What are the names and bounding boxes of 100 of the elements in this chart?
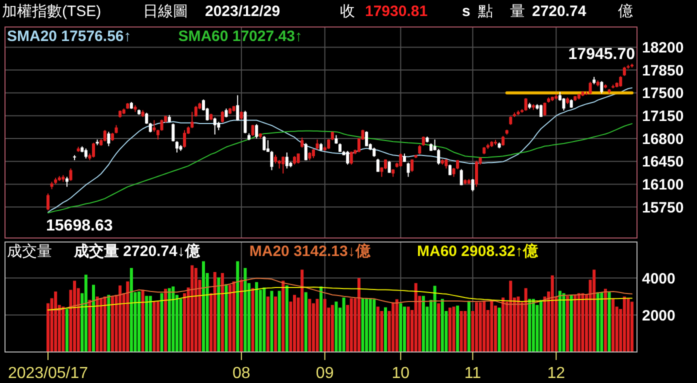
annotation: 17945.70 (568, 46, 636, 63)
bar (236, 261, 240, 352)
text: 2023/12/29 (205, 3, 280, 20)
bar (626, 298, 630, 352)
bar (110, 296, 114, 352)
bar (194, 268, 198, 352)
bar (285, 285, 288, 352)
bar (562, 293, 566, 352)
bar (323, 298, 326, 352)
bar (570, 294, 573, 352)
bar (255, 282, 258, 352)
series-label: 成交量 2720.74↓億 (73, 242, 201, 260)
candlestick (304, 142, 308, 161)
candlestick (372, 147, 376, 158)
candlestick (213, 117, 216, 135)
x-tick-label: 11 (464, 365, 482, 382)
bar (156, 302, 160, 352)
candlestick (327, 138, 330, 150)
candlestick (65, 176, 68, 188)
bar (240, 280, 243, 352)
bar (608, 292, 611, 352)
bar (274, 296, 278, 352)
bar (217, 277, 220, 352)
bar (278, 290, 281, 352)
candlestick (543, 102, 546, 116)
bar (312, 303, 315, 352)
bar (244, 268, 247, 352)
y-tick-label: 16800 (642, 130, 684, 148)
candlestick (282, 156, 285, 174)
candlestick (300, 137, 304, 148)
bar (498, 308, 501, 352)
text: MA60 2908.32↑億 (417, 243, 539, 260)
bar (368, 298, 372, 352)
bar (213, 272, 216, 352)
bar (392, 302, 395, 352)
line-series (48, 87, 632, 213)
bar (414, 283, 418, 352)
line-series (48, 123, 632, 214)
bar (422, 296, 425, 352)
bar (600, 292, 604, 352)
candlestick (172, 123, 175, 142)
bar (630, 302, 634, 352)
bar (622, 296, 626, 352)
candlestick (418, 144, 422, 155)
candlestick (600, 80, 604, 94)
bar (300, 270, 304, 352)
bar (224, 284, 228, 352)
bar (440, 298, 444, 352)
candlestick (539, 104, 542, 118)
bar (361, 298, 364, 352)
text: s (462, 3, 470, 20)
candlestick (183, 130, 186, 148)
bar (350, 298, 353, 352)
candlestick (399, 153, 402, 168)
bar (220, 273, 224, 352)
bar (592, 270, 596, 352)
bar (494, 306, 497, 352)
bar (202, 261, 205, 352)
bar (433, 286, 436, 352)
bar (528, 298, 532, 352)
bar (54, 292, 58, 352)
bar (92, 284, 96, 352)
x-tick-label: 09 (316, 365, 334, 382)
bar (190, 265, 194, 352)
bar (574, 294, 577, 352)
bar (406, 306, 410, 352)
candlestick (236, 94, 240, 122)
y-tick-label: 4000 (642, 270, 676, 288)
bar (452, 306, 456, 352)
bar (490, 300, 494, 352)
candlestick (262, 135, 266, 152)
bar (380, 310, 384, 352)
bar (516, 296, 520, 352)
bar (357, 278, 360, 352)
bar (604, 288, 607, 352)
y-tick-label: 2000 (642, 307, 676, 324)
candlestick (92, 142, 96, 158)
bar (395, 299, 398, 352)
candlestick (502, 135, 505, 146)
y-tick-label: 16450 (642, 154, 684, 171)
bar (282, 280, 285, 352)
bar (179, 298, 182, 352)
x-tick-label: 2023/05/17 (8, 365, 88, 382)
candlestick (410, 158, 414, 172)
bar (372, 299, 376, 352)
candlestick (346, 150, 350, 166)
candlestick (160, 119, 164, 132)
chart-title: 加權指數(TSE) (2, 3, 102, 20)
bar (145, 296, 148, 352)
y-tick-label: 18200 (642, 39, 684, 56)
bar (118, 285, 122, 352)
text: 2720.74 (532, 3, 587, 20)
candlestick (471, 178, 474, 192)
bar (509, 280, 512, 352)
bar (84, 274, 88, 352)
bar (448, 308, 452, 352)
bar (437, 303, 440, 352)
candlestick (350, 151, 353, 166)
bar (577, 293, 580, 352)
annotation: 15698.63 (46, 217, 113, 234)
